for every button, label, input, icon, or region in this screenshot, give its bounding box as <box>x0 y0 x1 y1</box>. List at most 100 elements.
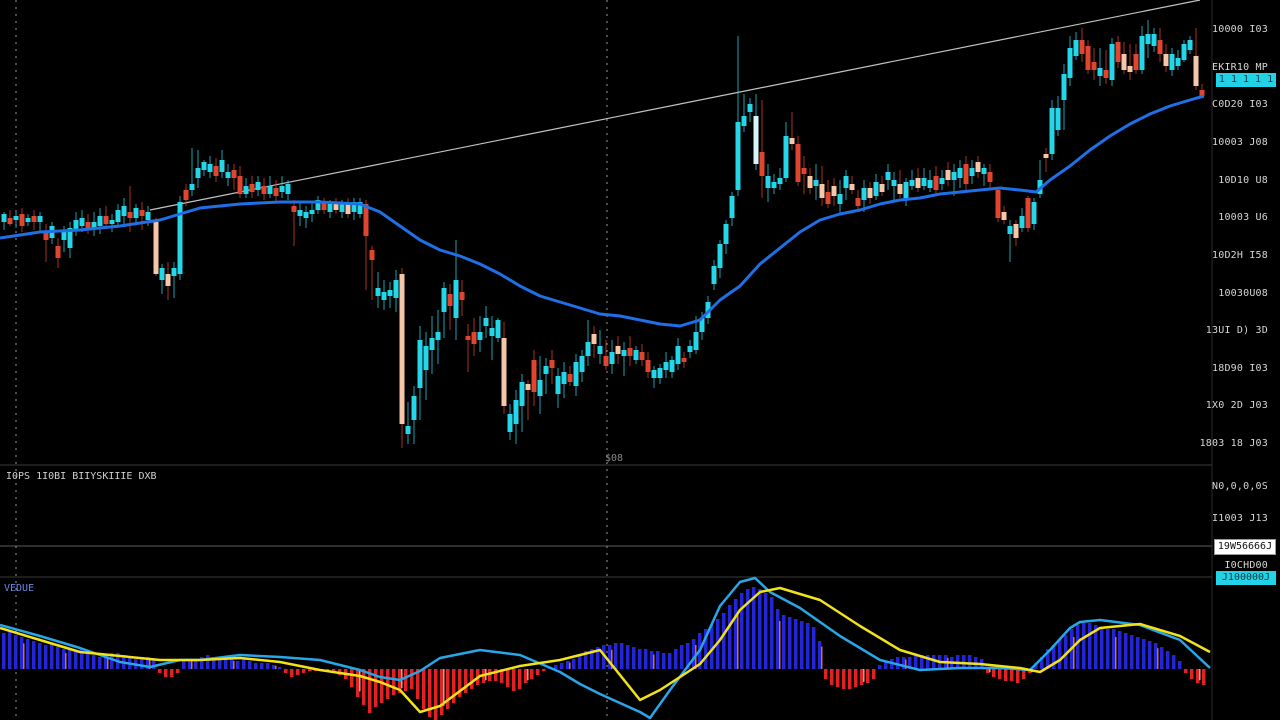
candle-body <box>729 196 735 218</box>
candle-body <box>225 172 231 178</box>
candle-body <box>333 204 339 210</box>
candle-body <box>891 180 897 186</box>
macd-histogram-bar <box>170 669 174 677</box>
candle-body <box>951 172 957 180</box>
macd-histogram-bar <box>26 639 30 669</box>
macd-histogram-bar <box>752 587 756 669</box>
candle-body <box>813 180 819 186</box>
candle-body <box>789 138 795 144</box>
macd-histogram-bar <box>968 655 972 669</box>
candle-body <box>783 136 789 178</box>
price-axis-label: 10D10 U8 <box>1218 175 1268 186</box>
candle-body <box>897 184 903 194</box>
macd-histogram-bar <box>410 669 414 689</box>
macd-histogram-bar <box>14 635 18 669</box>
candle-body <box>1 214 7 222</box>
candle-body <box>1127 66 1133 72</box>
macd-histogram-bar <box>2 633 6 669</box>
candle-body <box>1175 58 1181 66</box>
macd-histogram-bar <box>1064 635 1068 669</box>
candle-body <box>1007 226 1013 234</box>
macd-histogram-bar <box>404 669 408 691</box>
candle-body <box>711 266 717 284</box>
candle-body <box>183 190 189 200</box>
candle-body <box>519 382 525 406</box>
macd-histogram-accent <box>989 669 991 673</box>
candle-body <box>159 268 165 280</box>
macd-histogram-bar <box>434 669 438 720</box>
candle-body <box>495 320 501 338</box>
macd-histogram-bar <box>1130 635 1134 669</box>
macd-histogram-bar <box>308 669 312 671</box>
macd-histogram-bar <box>824 669 828 679</box>
candle-body <box>1079 40 1085 54</box>
macd-histogram-bar <box>620 643 624 669</box>
candle-body <box>831 186 837 196</box>
candle-body <box>177 202 183 274</box>
macd-histogram-bar <box>1094 625 1098 669</box>
macd-value: J100000J <box>1221 572 1271 583</box>
macd-histogram-bar <box>596 647 600 669</box>
macd-histogram-accent <box>233 661 235 669</box>
macd-histogram-bar <box>1112 629 1116 669</box>
candle-body <box>255 182 261 190</box>
candle-body <box>453 280 459 318</box>
candle-body <box>717 244 723 268</box>
candle-body <box>411 396 417 420</box>
candle-body <box>645 360 651 372</box>
macd-histogram-bar <box>182 661 186 669</box>
price-axis-label: 10000 I03 <box>1212 24 1268 35</box>
macd-histogram-bar <box>422 669 426 709</box>
candle-body <box>579 356 585 372</box>
candle-body <box>201 162 207 170</box>
macd-histogram-bar <box>224 659 228 669</box>
candle-body <box>627 348 633 356</box>
macd-histogram-bar <box>380 669 384 703</box>
macd-histogram-bar <box>296 669 300 675</box>
macd-histogram-accent <box>443 669 445 706</box>
macd-histogram-bar <box>872 669 876 679</box>
candle-body <box>171 268 177 276</box>
candle-body <box>321 202 327 210</box>
candle-body <box>25 218 31 222</box>
macd-histogram-bar <box>302 669 306 673</box>
macd-histogram-accent <box>863 669 865 682</box>
macd-histogram-bar <box>1106 629 1110 669</box>
candle-body <box>165 274 171 286</box>
crosshair-time-label: $08 <box>605 453 624 464</box>
candle-body <box>1151 34 1157 46</box>
candle-body <box>133 208 139 218</box>
macd-histogram-bar <box>566 661 570 669</box>
candle-body <box>873 182 879 196</box>
macd-histogram-bar <box>248 661 252 669</box>
candle-body <box>1181 44 1187 60</box>
candle-body <box>549 360 555 368</box>
candle-body <box>381 292 387 300</box>
candle-body <box>1163 54 1169 66</box>
macd-histogram-bar <box>578 655 582 669</box>
candle-body <box>933 176 939 190</box>
macd-histogram-bar <box>758 589 762 669</box>
candle-body <box>675 346 681 364</box>
macd-histogram-bar <box>740 593 744 669</box>
candle-body <box>1145 34 1151 44</box>
candle-body <box>145 212 151 220</box>
macd-histogram-bar <box>536 669 540 675</box>
candle-body <box>681 358 687 362</box>
candle-body <box>639 352 645 360</box>
macd-histogram-bar <box>278 667 282 669</box>
macd-histogram-bar <box>614 643 618 669</box>
candle-body <box>297 210 303 216</box>
candle-body <box>109 220 115 224</box>
candle-body <box>861 188 867 200</box>
candle-body <box>555 376 561 394</box>
macd-histogram-bar <box>98 657 102 669</box>
macd-histogram-bar <box>158 669 162 673</box>
macd-histogram-bar <box>806 623 810 669</box>
macd-histogram-bar <box>866 669 870 683</box>
candle-body <box>417 340 423 388</box>
macd-histogram-bar <box>746 589 750 669</box>
macd-histogram-bar <box>986 669 990 673</box>
